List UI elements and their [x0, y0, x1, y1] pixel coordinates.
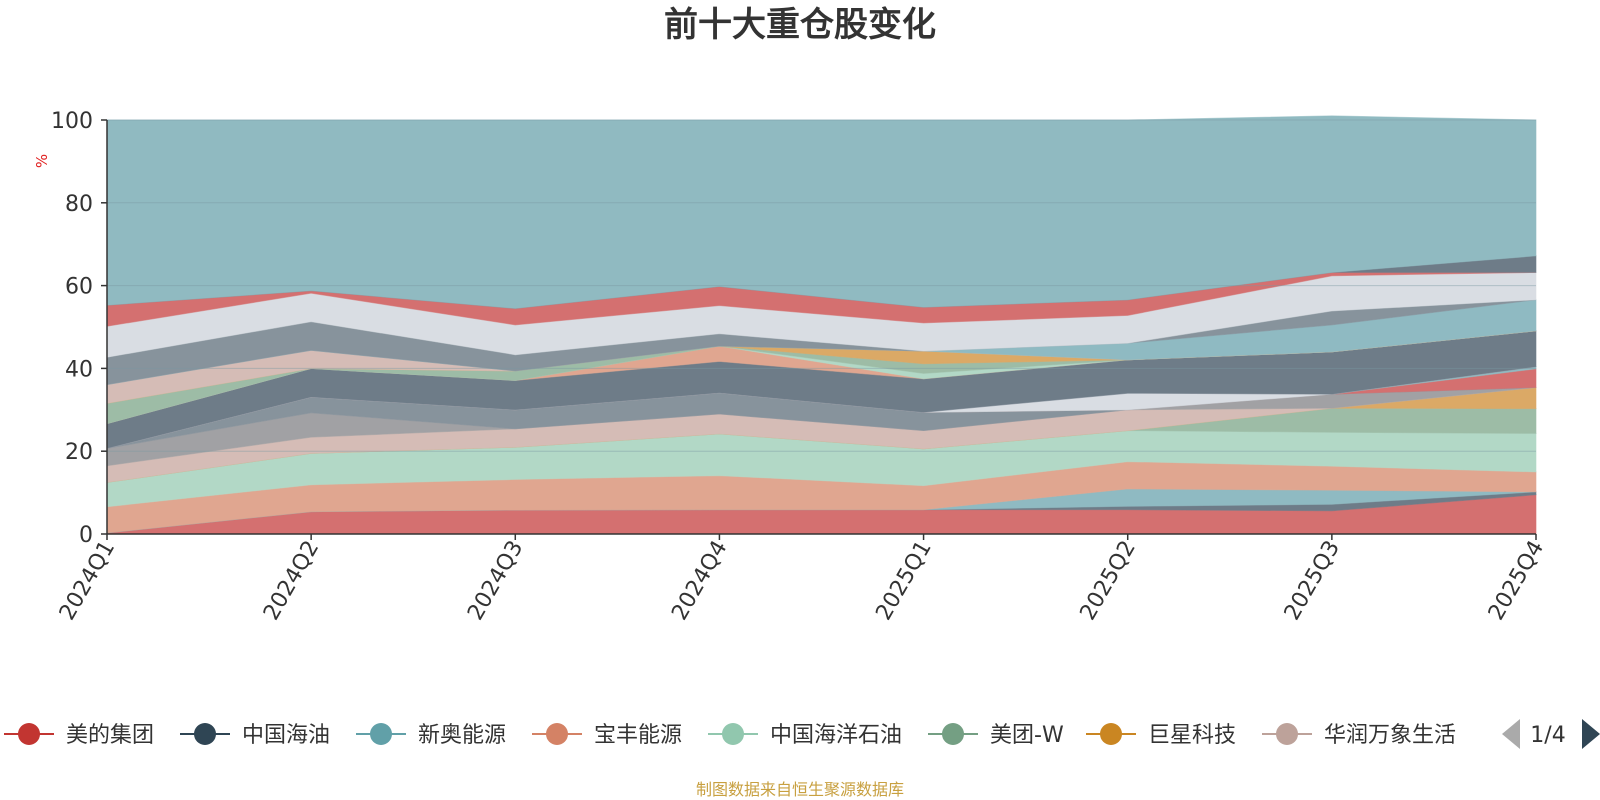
legend: 美的集团 中国海油 新奥能源 宝丰能源 中国海洋石油 美团-W 巨星科技 华润万象生活 1/4	[4, 719, 1600, 749]
legend-item-5[interactable]: 中国海洋石油	[708, 723, 902, 748]
legend-prev-page-icon[interactable]	[1502, 719, 1520, 749]
x-tick-label: 2025Q2	[1076, 537, 1141, 625]
legend-label: 华润万象生活	[1324, 723, 1456, 748]
y-tick-label: 0	[79, 523, 93, 548]
legend-item-1[interactable]: 美的集团	[4, 723, 154, 748]
legend-item-3[interactable]: 新奥能源	[356, 723, 506, 748]
legend-circle-icon	[1100, 723, 1122, 745]
grid-lines	[107, 119, 1536, 452]
legend-circle-icon	[942, 723, 964, 745]
y-tick-label: 20	[65, 440, 93, 465]
y-axis-unit-label: %	[33, 154, 51, 168]
legend-item-2[interactable]: 中国海油	[180, 723, 330, 748]
legend-circle-icon	[1276, 723, 1298, 745]
legend-circle-icon	[194, 723, 216, 745]
y-tick-label: 60	[65, 275, 93, 300]
legend-label: 宝丰能源	[594, 723, 682, 748]
legend-item-8[interactable]: 华润万象生活	[1262, 723, 1456, 748]
legend-label: 美的集团	[66, 723, 154, 748]
source-label: 制图数据来自恒生聚源数据库	[696, 780, 904, 799]
y-tick-label: 40	[65, 357, 93, 382]
x-tick-label: 2025Q4	[1484, 537, 1549, 625]
legend-label: 中国海油	[242, 723, 330, 748]
x-tick-label: 2025Q1	[871, 537, 936, 625]
chart-title: 前十大重仓股变化	[664, 5, 936, 45]
legend-circle-icon	[546, 723, 568, 745]
legend-item-6[interactable]: 美团-W	[928, 723, 1064, 748]
y-tick-label: 80	[65, 192, 93, 217]
area-series-25	[106, 115, 1537, 309]
legend-next-page-icon[interactable]	[1582, 719, 1600, 749]
legend-page-indicator: 1/4	[1530, 723, 1565, 748]
legend-label: 中国海洋石油	[770, 723, 902, 748]
legend-label: 新奥能源	[418, 723, 506, 748]
x-tick-label: 2024Q2	[259, 537, 324, 625]
legend-label: 美团-W	[990, 723, 1064, 748]
legend-item-4[interactable]: 宝丰能源	[532, 723, 682, 748]
x-tick-label: 2024Q1	[55, 537, 120, 625]
legend-circle-icon	[18, 723, 40, 745]
legend-item-7[interactable]: 巨星科技	[1086, 723, 1236, 748]
legend-label: 巨星科技	[1148, 723, 1236, 748]
legend-circle-icon	[722, 723, 744, 745]
y-tick-label: 100	[51, 109, 93, 134]
x-tick-label: 2024Q3	[463, 537, 528, 625]
x-tick-label: 2024Q4	[667, 537, 732, 625]
x-tick-label: 2025Q3	[1280, 537, 1345, 625]
legend-circle-icon	[370, 723, 392, 745]
area-series-group	[106, 115, 1537, 535]
